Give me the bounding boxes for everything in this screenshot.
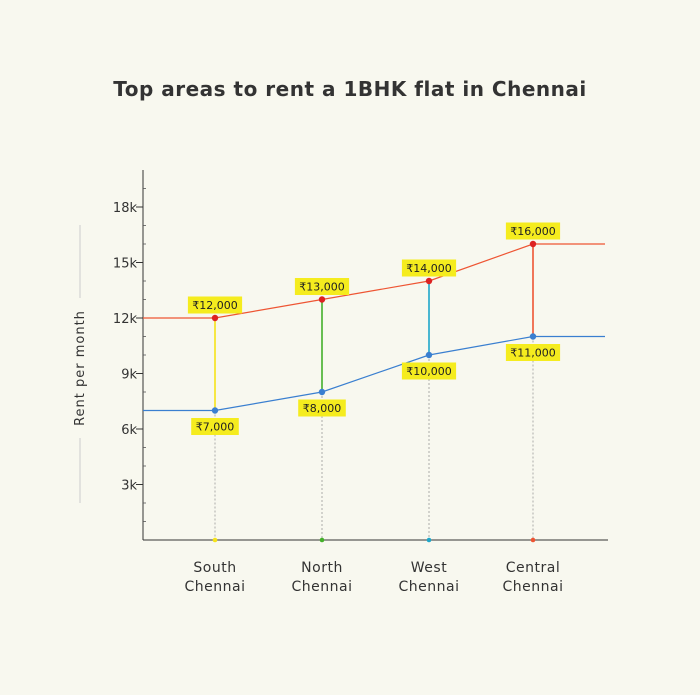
- axes: 3k 6k 9k 12k 15k 18k: [113, 170, 608, 541]
- series-points: [211, 240, 537, 414]
- value-label: ₹8,000: [303, 402, 342, 415]
- y-tick-label: 15k: [113, 257, 138, 272]
- value-label-background: [401, 259, 457, 277]
- x-category-label: Chennai: [292, 579, 353, 595]
- data-point-lower: [425, 351, 433, 359]
- value-label: ₹13,000: [299, 281, 345, 294]
- category-axis-marker: [319, 537, 325, 543]
- value-label: ₹7,000: [196, 421, 235, 434]
- data-point-upper: [211, 314, 219, 322]
- category-axis-marker: [212, 537, 218, 543]
- x-category-label: Chennai: [399, 579, 460, 595]
- data-point-lower: [318, 388, 326, 396]
- x-category-label: Chennai: [503, 579, 564, 595]
- value-labels: ₹12,000 ₹7,000 ₹13,000 ₹8,000 ₹14,000 ₹10,000…: [187, 222, 561, 435]
- value-label: ₹10,000: [406, 365, 452, 378]
- y-axis-label: Rent per month: [73, 310, 88, 426]
- series-line-upper: [143, 243, 605, 319]
- y-tick-label: 12k: [113, 312, 138, 327]
- series-line-lower: [143, 335, 605, 412]
- x-category-label: Chennai: [185, 579, 246, 595]
- range-connectors: [214, 244, 534, 411]
- category-axis-marker: [530, 537, 536, 543]
- x-category-label: South: [193, 560, 236, 576]
- data-point-lower: [529, 333, 537, 340]
- value-label: ₹12,000: [192, 299, 238, 312]
- y-axis-label-group: Rent per month: [73, 225, 88, 503]
- value-label: ₹11,000: [510, 347, 556, 360]
- value-label: ₹14,000: [406, 262, 452, 275]
- value-label-background: [505, 344, 561, 361]
- data-point-lower: [211, 407, 219, 414]
- data-point-upper: [318, 296, 326, 303]
- x-category-label: Central: [506, 560, 560, 576]
- value-label-background: [187, 296, 243, 314]
- value-label-background: [505, 222, 561, 240]
- y-tick-label: 3k: [121, 479, 137, 494]
- value-label-background: [298, 399, 346, 417]
- value-label-background: [294, 278, 350, 295]
- x-category-label: North: [301, 560, 343, 576]
- value-label: ₹16,000: [510, 225, 556, 238]
- y-tick-label: 9k: [121, 368, 137, 383]
- y-tick-label: 6k: [121, 423, 137, 438]
- data-point-upper: [425, 277, 433, 285]
- data-point-upper: [529, 240, 537, 248]
- series-lines: [143, 243, 605, 412]
- value-label-background: [191, 418, 239, 435]
- chart-title: Top areas to rent a 1BHK flat in Chennai: [113, 77, 587, 101]
- category-axis-marker: [426, 537, 432, 543]
- x-category-label: West: [411, 560, 447, 576]
- category-labels: South Chennai North Chennai West Chennai Centr…: [185, 560, 564, 595]
- category-guides: [212, 336, 536, 543]
- y-tick-label: 18k: [113, 201, 138, 216]
- value-label-background: [401, 362, 457, 380]
